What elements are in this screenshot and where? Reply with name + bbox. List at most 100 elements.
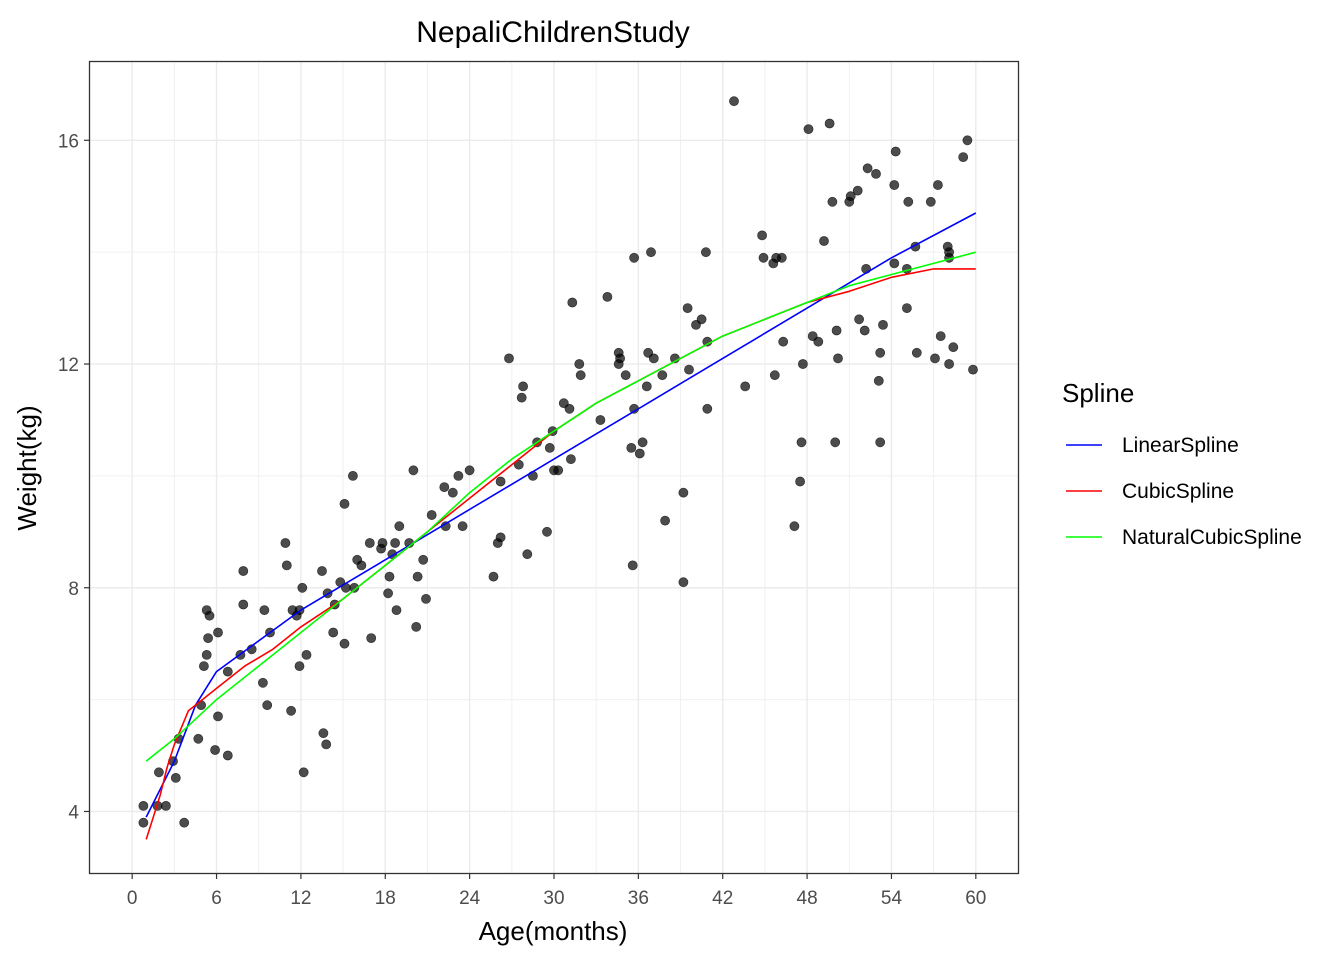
data-point — [408, 465, 419, 476]
data-point — [620, 370, 631, 381]
data-point — [684, 364, 694, 375]
data-point — [222, 750, 233, 761]
data-point — [875, 347, 886, 358]
data-point — [488, 571, 499, 582]
data-point — [769, 370, 780, 381]
data-point — [852, 185, 863, 196]
data-point — [366, 633, 377, 643]
data-point — [553, 465, 564, 476]
data-points — [138, 96, 978, 828]
y-tick-label: 4 — [68, 802, 79, 823]
data-point — [890, 146, 901, 157]
data-point — [564, 403, 575, 414]
data-point — [504, 353, 514, 364]
chart-title: NepaliChildrenStudy — [416, 16, 690, 49]
data-point — [962, 135, 973, 146]
spline-lines — [145, 212, 977, 840]
data-point — [627, 560, 638, 571]
data-point — [257, 677, 268, 688]
x-tick-label: 36 — [628, 888, 649, 909]
data-point — [696, 314, 707, 325]
data-point — [281, 560, 292, 571]
data-point — [819, 236, 829, 246]
data-point — [803, 124, 814, 135]
data-point — [464, 465, 475, 476]
data-point — [418, 554, 429, 565]
y-axis-title: Weight(kg) — [12, 405, 42, 530]
data-point — [935, 331, 946, 341]
data-point — [339, 638, 350, 649]
data-point — [439, 482, 450, 492]
data-point — [682, 303, 693, 313]
data-point — [522, 549, 533, 560]
data-point — [495, 476, 506, 487]
data-point — [634, 448, 645, 459]
data-point — [566, 454, 576, 464]
data-point — [213, 711, 223, 722]
data-point — [356, 560, 367, 571]
data-point — [426, 510, 437, 520]
data-point — [412, 571, 423, 582]
data-point — [729, 96, 739, 107]
data-point — [813, 336, 824, 347]
y-tick-label: 8 — [68, 579, 79, 600]
data-point — [859, 325, 870, 336]
data-point — [384, 571, 395, 582]
legend-label-naturalcubicspline: NaturalCubicSpline — [1122, 526, 1302, 549]
data-point — [204, 610, 215, 621]
data-point — [213, 627, 223, 638]
data-point — [347, 470, 358, 481]
data-point — [740, 381, 751, 392]
data-point — [390, 538, 400, 548]
data-point — [948, 342, 959, 353]
x-tick-label: 30 — [543, 888, 564, 909]
data-point — [179, 817, 190, 828]
data-point — [198, 661, 209, 671]
data-point — [778, 336, 789, 347]
data-point — [321, 739, 332, 750]
data-point — [757, 230, 767, 241]
x-axis-title: Age(months) — [479, 916, 628, 946]
legend-label-cubicspline: CubicSpline — [1122, 480, 1234, 503]
data-point — [542, 526, 552, 537]
data-point — [153, 767, 164, 778]
legend: Spline LinearSpline CubicSpline NaturalCub… — [1062, 378, 1302, 549]
x-tick-label: 48 — [797, 888, 818, 909]
data-point — [657, 370, 668, 381]
data-point — [871, 168, 881, 179]
data-point — [602, 291, 613, 302]
data-point — [518, 381, 528, 392]
x-tick-label: 18 — [375, 888, 396, 909]
data-point — [648, 353, 659, 364]
data-point — [646, 247, 656, 258]
data-point — [203, 633, 213, 643]
data-point — [138, 801, 149, 811]
data-point — [301, 650, 312, 660]
data-point — [862, 163, 873, 174]
data-point — [796, 437, 807, 448]
data-point — [678, 577, 689, 588]
data-point — [925, 196, 936, 207]
data-point — [641, 381, 652, 392]
data-point — [544, 442, 555, 453]
data-point — [795, 476, 805, 487]
data-point — [660, 515, 670, 526]
data-point — [968, 364, 978, 375]
data-point — [902, 303, 912, 313]
x-tick-label: 24 — [459, 888, 481, 909]
data-point — [758, 252, 769, 263]
data-point — [421, 594, 431, 604]
data-point — [833, 353, 843, 364]
data-point — [495, 532, 506, 543]
data-point — [516, 392, 527, 403]
data-point — [831, 325, 842, 336]
data-point — [637, 437, 648, 448]
data-point — [889, 258, 900, 269]
data-point — [873, 375, 884, 386]
data-point — [377, 538, 388, 548]
data-point — [280, 538, 291, 548]
data-point — [294, 661, 305, 671]
data-point — [878, 319, 888, 330]
